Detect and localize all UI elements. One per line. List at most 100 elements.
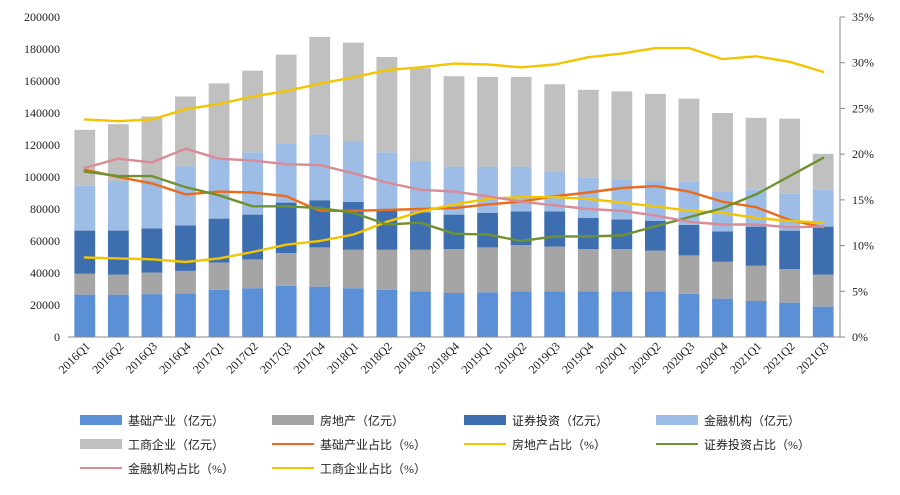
- line-series-2: [83, 156, 825, 243]
- legend-item-line-3: 金融机构占比（%）: [80, 460, 272, 477]
- bar-segment: [577, 89, 599, 178]
- x-tick-label: 2019Q1: [458, 339, 495, 376]
- bar-segment: [309, 37, 331, 135]
- bar-segment: [544, 171, 566, 212]
- y-right-tick-label: 30%: [852, 56, 874, 70]
- legend-label: 金融机构占比（%）: [128, 461, 234, 476]
- x-tick-label: 2018Q4: [425, 339, 462, 376]
- bar-segment: [74, 185, 96, 231]
- bar-segment: [275, 54, 297, 144]
- bar-segment: [544, 246, 566, 292]
- bar-segment: [644, 250, 666, 292]
- bar-segment: [644, 291, 666, 337]
- legend-item-line-1: 房地产占比（%）: [464, 436, 656, 453]
- bar-segment: [342, 288, 364, 337]
- legend-swatch: [464, 415, 506, 425]
- bar-segment: [712, 298, 733, 337]
- legend-item-bar-3: 金融机构（亿元）: [656, 412, 848, 429]
- line-series-3: [83, 147, 825, 229]
- y-left-tick-label: 160000: [24, 74, 60, 88]
- y-left-tick-label: 200000: [24, 10, 60, 24]
- bar-segment: [208, 262, 230, 290]
- bar-segment: [510, 166, 532, 212]
- y-left-tick-label: 60000: [30, 234, 60, 248]
- x-tick-label: 2021Q2: [761, 339, 798, 376]
- y-left-tick-label: 40000: [30, 266, 60, 280]
- bar-segment: [376, 209, 398, 250]
- y-right-tick-label: 20%: [852, 147, 874, 161]
- bar-segment: [745, 117, 767, 190]
- x-tick-label: 2018Q1: [324, 339, 361, 376]
- y-right-tick-label: 25%: [852, 101, 874, 115]
- bar-segment: [107, 124, 129, 181]
- legend-row: 工商企业（亿元） 基础产业占比（%） 房地产占比（%） 证券投资占比（%）: [80, 432, 860, 456]
- bar-segment: [410, 212, 431, 250]
- legend-item-bar-4: 工商企业（亿元）: [80, 436, 272, 453]
- legend-swatch: [272, 467, 314, 469]
- bar-segment: [376, 289, 398, 337]
- bar-segment: [141, 272, 163, 295]
- bar-segment: [342, 141, 364, 202]
- bar-segment: [443, 76, 465, 167]
- bar-segment: [107, 230, 129, 275]
- y-right-tick-label: 15%: [852, 193, 874, 207]
- bar-segment: [812, 274, 834, 307]
- bar-segment: [577, 217, 599, 249]
- bar-segment: [678, 293, 700, 337]
- x-tick-label: 2017Q4: [291, 339, 328, 376]
- bar-segment: [644, 181, 666, 221]
- legend-item-line-0: 基础产业占比（%）: [272, 436, 464, 453]
- x-tick-label: 2018Q2: [358, 339, 395, 376]
- bar-segment: [175, 270, 196, 294]
- bar-segment: [477, 77, 498, 167]
- bar-segment: [611, 179, 633, 220]
- bar-segment: [242, 152, 264, 215]
- y-left-tick-label: 20000: [30, 298, 60, 312]
- line-layer: [83, 46, 825, 264]
- x-tick-label: 2017Q2: [223, 339, 260, 376]
- bar-segment: [175, 293, 196, 337]
- legend-item-bar-2: 证券投资（亿元）: [464, 412, 656, 429]
- bar-segment: [74, 129, 96, 186]
- x-tick-label: 2020Q4: [693, 339, 730, 376]
- bar-segment: [611, 291, 633, 337]
- legend-label: 工商企业（亿元）: [128, 437, 225, 452]
- bar-segment: [644, 93, 666, 181]
- bar-segment: [342, 249, 364, 289]
- bar-segment: [141, 294, 163, 337]
- x-tick-label: 2016Q2: [89, 339, 126, 376]
- bar-segment: [175, 166, 196, 226]
- bar-segment: [611, 249, 633, 292]
- bar-segment: [342, 201, 364, 250]
- legend-label: 房地产（亿元）: [320, 413, 405, 428]
- bar-segment: [544, 211, 566, 247]
- bar-segment: [745, 226, 767, 266]
- bar-segment: [712, 113, 733, 192]
- bar-segment: [443, 293, 465, 337]
- legend-row: 金融机构占比（%） 工商企业占比（%）: [80, 456, 860, 480]
- x-tick-label: 2020Q2: [626, 339, 663, 376]
- bar-layer: [74, 37, 834, 337]
- x-tick-label: 2019Q2: [492, 339, 529, 376]
- bar-segment: [510, 245, 532, 292]
- bar-segment: [275, 285, 297, 337]
- bar-segment: [141, 228, 163, 273]
- bar-segment: [779, 230, 801, 269]
- bar-segment: [779, 302, 801, 337]
- bar-segment: [510, 211, 532, 245]
- bar-segment: [779, 269, 801, 303]
- y-left-tick-label: 0: [54, 330, 60, 344]
- bar-segment: [678, 225, 700, 256]
- bar-segment: [678, 255, 700, 294]
- bar-segment: [611, 91, 633, 180]
- bar-segment: [779, 193, 801, 231]
- bar-segment: [208, 289, 230, 337]
- bar-segment: [477, 166, 498, 213]
- legend-swatch: [80, 439, 122, 449]
- bar-segment: [242, 70, 264, 153]
- legend-item-line-4: 工商企业占比（%）: [272, 460, 464, 477]
- x-tick-label: 2021Q1: [727, 339, 764, 376]
- bar-segment: [477, 213, 498, 248]
- legend-swatch: [656, 443, 698, 445]
- bar-segment: [309, 286, 331, 337]
